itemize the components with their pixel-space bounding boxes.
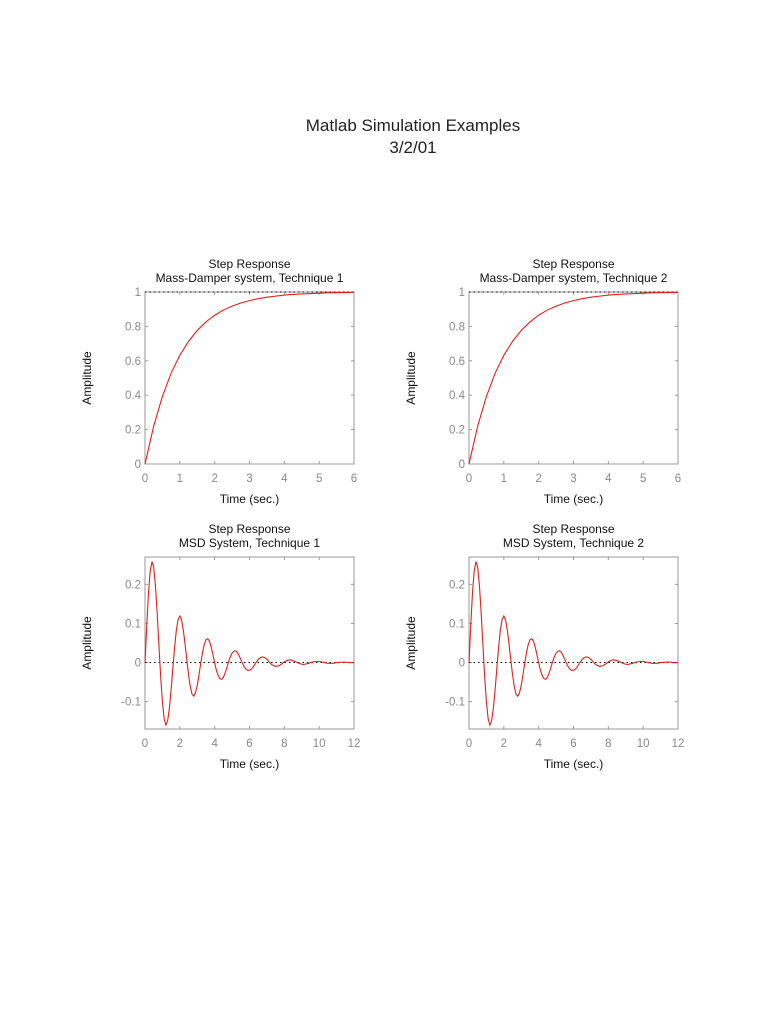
x-tick-label: 2: [211, 473, 217, 485]
chart-subtitle: MSD System, Technique 1: [179, 536, 321, 550]
x-tick-label: 6: [351, 473, 357, 485]
x-axis-label: Time (sec.): [544, 757, 604, 771]
x-tick-label: 2: [177, 738, 183, 750]
x-tick-label: 5: [316, 473, 322, 485]
y-tick-label: 0: [459, 658, 465, 670]
y-tick-label: 0.8: [449, 321, 465, 333]
x-tick-label: 6: [675, 473, 681, 485]
x-tick-label: 10: [637, 738, 650, 750]
x-tick-label: 4: [605, 473, 612, 485]
x-axis-label: Time (sec.): [544, 492, 604, 506]
chart-subtitle: Mass-Damper system, Technique 2: [480, 271, 668, 285]
x-tick-label: 12: [348, 738, 361, 750]
x-tick-label: 8: [281, 738, 287, 750]
x-tick-label: 0: [142, 473, 148, 485]
series-line-1: [144, 291, 355, 465]
chart-subtitle: MSD System, Technique 2: [503, 536, 645, 550]
plot-frame: [144, 291, 355, 465]
x-tick-label: 3: [570, 473, 576, 485]
page-title-line2: 3/2/01: [389, 138, 437, 157]
plot-frame: [468, 556, 679, 730]
y-tick-label: 0: [135, 459, 141, 471]
series-line-1: [468, 291, 679, 465]
x-axis-label: Time (sec.): [220, 757, 280, 771]
x-tick-label: 4: [211, 738, 218, 750]
y-tick-label: -0.1: [445, 697, 465, 709]
x-tick-label: 5: [640, 473, 646, 485]
chart-title: Step Response: [208, 522, 290, 536]
y-axis-label: Amplitude: [80, 616, 94, 670]
y-tick-label: 1: [459, 287, 465, 299]
x-tick-label: 12: [672, 738, 685, 750]
chart-title: Step Response: [532, 257, 614, 271]
y-tick-label: 0.2: [449, 579, 465, 591]
y-tick-label: 0.4: [125, 390, 142, 402]
y-tick-label: 0.2: [125, 425, 141, 437]
plot-frame: [144, 556, 355, 730]
chart-subtitle: Mass-Damper system, Technique 1: [156, 271, 344, 285]
y-axis-label: Amplitude: [404, 351, 418, 405]
x-tick-label: 4: [281, 473, 288, 485]
y-tick-label: 0.6: [449, 356, 465, 368]
y-tick-label: 0.4: [449, 390, 466, 402]
x-tick-label: 0: [142, 738, 148, 750]
page-title-line1: Matlab Simulation Examples: [305, 116, 521, 135]
page-title: Matlab Simulation Examples 3/2/01: [0, 115, 768, 159]
y-tick-label: 0.1: [125, 618, 141, 630]
y-tick-label: 0: [459, 459, 465, 471]
x-tick-label: 2: [535, 473, 541, 485]
x-tick-label: 1: [501, 473, 507, 485]
y-axis-label: Amplitude: [404, 616, 418, 670]
y-tick-label: -0.1: [121, 697, 141, 709]
x-tick-label: 1: [177, 473, 183, 485]
y-tick-label: 0.6: [125, 356, 141, 368]
x-tick-label: 2: [501, 738, 507, 750]
y-tick-label: 1: [135, 287, 141, 299]
plot-frame: [468, 291, 679, 465]
x-tick-label: 8: [605, 738, 611, 750]
y-tick-label: 0: [135, 658, 141, 670]
chart-title: Step Response: [208, 257, 290, 271]
x-tick-label: 4: [535, 738, 542, 750]
y-axis-label: Amplitude: [80, 351, 94, 405]
y-tick-label: 0.1: [449, 618, 465, 630]
series-line-1: [468, 561, 679, 727]
y-tick-label: 0.2: [449, 425, 465, 437]
x-tick-label: 0: [466, 738, 472, 750]
y-tick-label: 0.8: [125, 321, 141, 333]
y-tick-label: 0.2: [125, 579, 141, 591]
x-tick-label: 10: [313, 738, 326, 750]
x-tick-label: 6: [570, 738, 576, 750]
x-tick-label: 3: [246, 473, 252, 485]
x-tick-label: 6: [246, 738, 252, 750]
x-tick-label: 0: [466, 473, 472, 485]
chart-title: Step Response: [532, 522, 614, 536]
series-line-1: [144, 561, 355, 727]
x-axis-label: Time (sec.): [220, 492, 280, 506]
